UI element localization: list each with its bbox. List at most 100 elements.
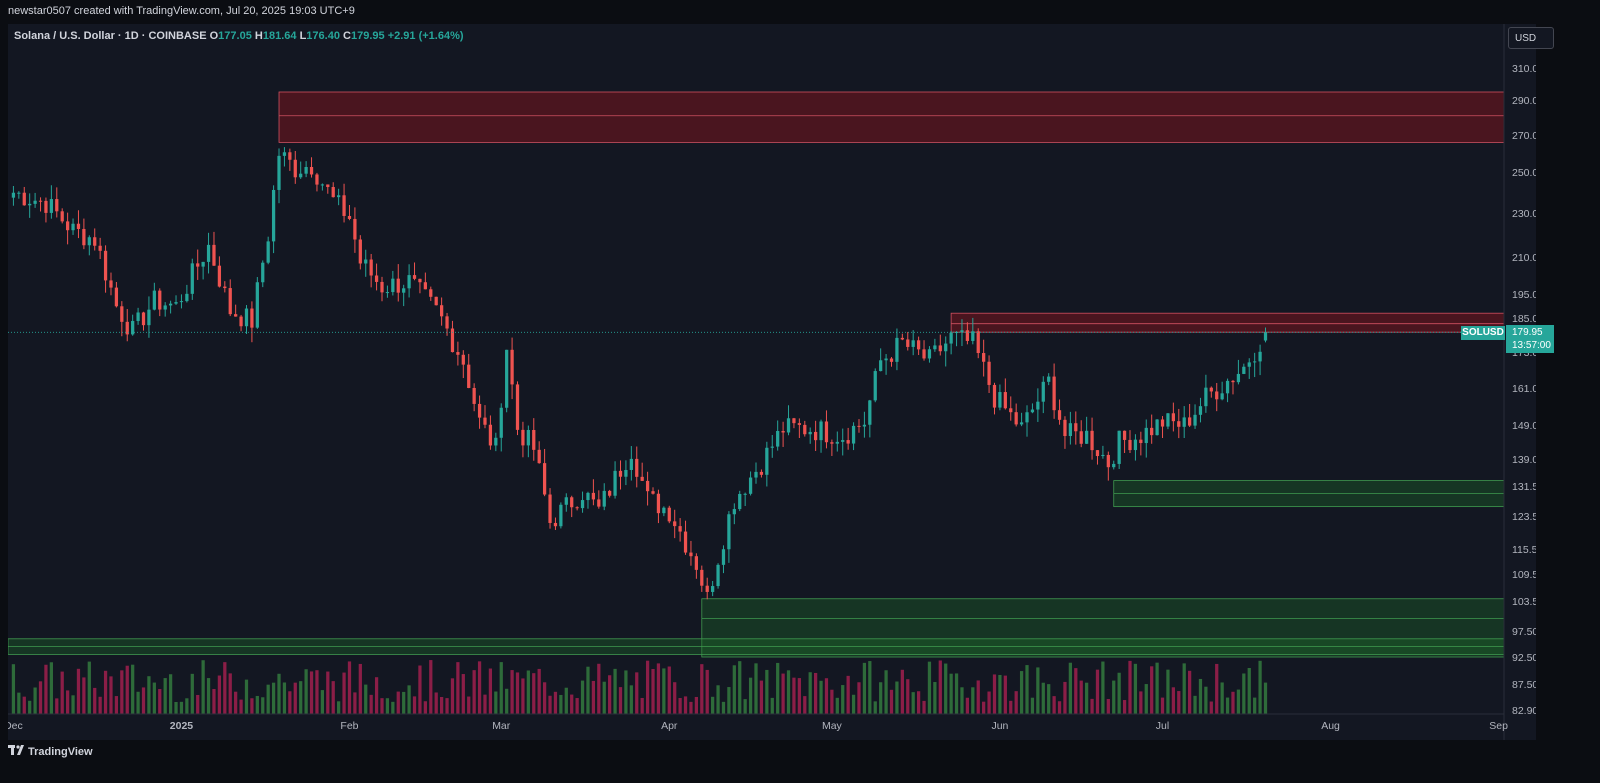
candle-body [217,265,222,287]
volume-bar [407,685,411,714]
candle-body [835,441,839,444]
candle-body [120,306,124,322]
zones [8,91,1505,658]
candle-body [483,417,487,425]
volume-bar [293,682,297,714]
candle-body [987,361,991,385]
time-tick-label: Mar [492,720,511,732]
candle-body [1095,450,1100,457]
volume-bar [450,678,455,714]
candle-body [965,330,970,341]
candle-body [429,289,433,297]
time-tick-label: Sep [1489,720,1508,732]
volume-bar [656,663,661,714]
currency-button[interactable]: USD [1508,27,1554,49]
candle-body [152,290,156,310]
candle-body [537,449,541,464]
volume-bar [412,696,417,714]
volume-bar [851,694,856,714]
volume-bar [1112,680,1116,714]
volume-bar [244,679,249,714]
volume-bar [141,687,146,714]
candle-body [922,349,926,359]
candle-body [564,497,568,505]
candle-body [781,430,785,433]
candle-body [651,491,655,494]
volume-bar [472,670,476,714]
volume-bar [304,669,308,714]
volume-bar [217,675,222,714]
volume-bar [494,691,498,714]
tradingview-logo[interactable]: TradingView [8,745,93,758]
volume-bar [374,677,379,714]
candle-body [418,278,422,283]
candle-body [1057,410,1062,420]
candle-body [103,250,108,281]
price-tick-label: 230.00 [1512,208,1536,220]
candle-body [933,345,937,350]
volume-bar [1019,671,1024,714]
candle-body [683,531,688,553]
volume-bar [678,697,682,714]
candle-body [212,244,216,266]
high-value: 181.64 [262,30,297,42]
volume-bar [261,697,265,714]
candle-body [765,447,769,475]
candle-body [190,263,194,294]
candle-body [900,337,904,340]
volume-bar [76,668,81,714]
volume-bar [938,660,942,714]
volume-bar [673,682,677,714]
candle-body [1150,427,1154,436]
time-tick-label: Apr [661,720,678,732]
candle-body [456,352,460,355]
candle-body [1041,381,1045,402]
candle-body [738,493,742,510]
volume-bar [987,691,991,714]
candle-body [667,507,671,522]
volume-bar [196,694,200,714]
volume-bar [380,698,384,714]
candle-body [369,259,373,276]
volume-bar [933,682,937,714]
candle-body [358,239,362,264]
candle-body [337,195,341,198]
candle-body [28,203,32,206]
volume-bar [337,701,341,714]
price-chart[interactable]: 310.00 290.00 270.00 250.00 230.00 210.00 195.… [8,24,1536,752]
candle-body [1258,351,1262,362]
volume-bar [168,674,173,714]
volume-bar [1030,697,1035,714]
volume-bar [1236,689,1241,714]
candle-body [895,337,899,362]
volume-bar [862,662,867,714]
candle-body [342,195,346,216]
volume-bar [613,668,617,714]
volume-bar [982,701,986,714]
volume-bar [255,695,259,714]
tradingview-logo-icon [8,745,24,758]
volume-bar [1139,691,1143,714]
candle-body [450,328,455,353]
volume-bar [570,694,574,714]
volume-bar [185,698,189,714]
time-tick-label: Jun [991,720,1008,732]
volume-bar [667,666,671,714]
candle-body [526,429,530,446]
volume-bar [1231,691,1235,714]
price-tick-label: 103.50 [1512,596,1536,608]
volume-bar [998,674,1002,714]
last-price-value: 179.95 [1512,327,1543,338]
candle-body [711,586,715,592]
volume-bar [201,660,205,714]
volume-bar [597,663,601,714]
candles [11,147,1268,600]
candle-body [1133,439,1138,451]
candle-body [992,384,997,408]
volume-bar [651,668,655,714]
candle-body [553,522,558,527]
chart-pane[interactable]: 310.00 290.00 270.00 250.00 230.00 210.00 195.… [8,24,1536,752]
candle-body [656,493,661,514]
candle-body [1052,376,1056,411]
candle-body [759,471,764,475]
